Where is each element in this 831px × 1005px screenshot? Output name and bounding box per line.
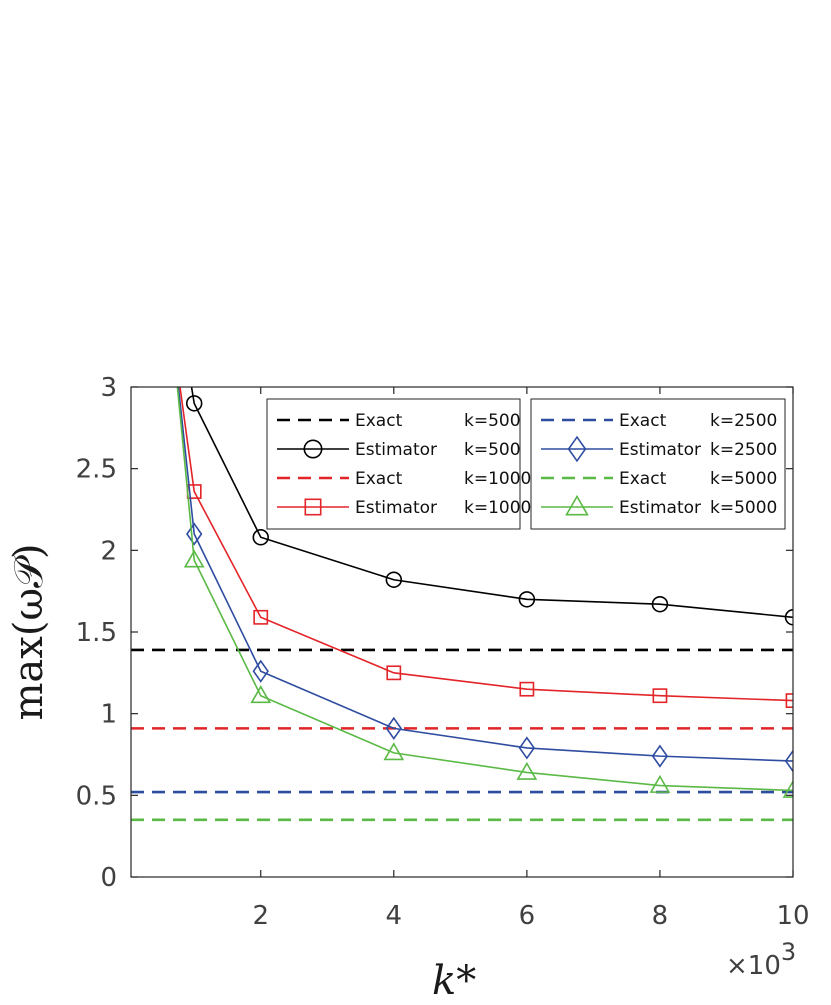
data-point-circle — [185, 395, 203, 412]
data-point-triangle — [516, 761, 538, 780]
data-point-diamond — [186, 522, 203, 546]
data-point-diamond — [385, 716, 402, 740]
data-point-circle — [303, 439, 323, 459]
y-tick-label: 0 — [100, 863, 117, 893]
legend-box-2: Exact k=2500 Estimator k=2500 Exact k=5000 Est… — [530, 398, 786, 530]
y-axis-label: max(ω𝒫) — [6, 543, 52, 720]
data-point-square — [253, 609, 269, 625]
data-point-circle — [385, 571, 403, 588]
legend-k-label: k=2500 — [710, 411, 777, 431]
data-point-square — [304, 498, 322, 516]
legend-k-label: k=500 — [464, 411, 521, 431]
x-axis-multiplier: ×103 — [726, 938, 796, 981]
data-point-diamond — [651, 744, 669, 768]
data-point-diamond — [567, 435, 587, 463]
legend-label: Exact — [619, 411, 667, 431]
data-point-triangle — [649, 774, 671, 793]
legend-label: Estimator — [355, 498, 437, 518]
x-tick-label: 10 — [776, 901, 809, 931]
legend-label: Estimator — [619, 440, 701, 460]
legend-label: Exact — [619, 469, 667, 489]
legend-label: Exact — [355, 469, 403, 489]
y-tick-label: 0.5 — [76, 781, 117, 811]
y-tick-label: 2.5 — [76, 455, 117, 485]
data-point-square — [386, 665, 402, 681]
legend-k-label: k=2500 — [710, 440, 777, 460]
y-tick-label: 1.5 — [76, 618, 117, 648]
x-tick-label: 8 — [652, 901, 669, 931]
data-point-diamond — [518, 736, 536, 760]
legend-label: Estimator — [355, 440, 437, 460]
x-multiplier-exponent: 3 — [781, 938, 796, 966]
data-point-square — [652, 688, 668, 704]
x-tick-label: 6 — [519, 901, 536, 931]
legend-k-label: k=500 — [464, 440, 521, 460]
legend-label: Estimator — [619, 498, 701, 518]
data-point-triangle — [183, 549, 205, 568]
data-point-triangle — [250, 685, 272, 704]
data-point-diamond — [784, 749, 793, 773]
y-tick-label: 3 — [100, 373, 117, 403]
estimator-line-k=2500 — [177, 387, 793, 762]
data-point-triangle — [782, 779, 793, 798]
data-point-triangle — [383, 742, 405, 761]
data-point-circle — [651, 595, 669, 613]
legend-k-label: k=1000 — [464, 498, 531, 518]
y-tick-label: 2 — [100, 536, 117, 566]
data-point-square — [519, 681, 535, 697]
estimator-line-k=500 — [190, 387, 793, 619]
data-point-circle — [252, 529, 269, 546]
estimator-line-k=5000 — [176, 387, 793, 792]
data-point-diamond — [252, 659, 269, 683]
legend-k-label: k=5000 — [710, 469, 777, 489]
legend-label: Exact — [355, 411, 403, 431]
data-point-square — [785, 693, 793, 708]
estimator-line-k=1000 — [179, 387, 793, 702]
y-tick-label: 1 — [100, 700, 117, 730]
x-tick-label: 2 — [252, 901, 269, 931]
legend-box-1: Exact k=500 Estimator k=500 Exact k=1000 Estim… — [266, 398, 531, 530]
data-point-circle — [518, 591, 536, 608]
x-axis-label: k* — [432, 958, 476, 1004]
data-point-triangle — [565, 494, 589, 516]
x-multiplier-base: ×10 — [726, 951, 781, 981]
legend-k-label: k=1000 — [464, 469, 531, 489]
legend-k-label: k=5000 — [710, 498, 777, 518]
x-tick-label: 4 — [386, 901, 403, 931]
